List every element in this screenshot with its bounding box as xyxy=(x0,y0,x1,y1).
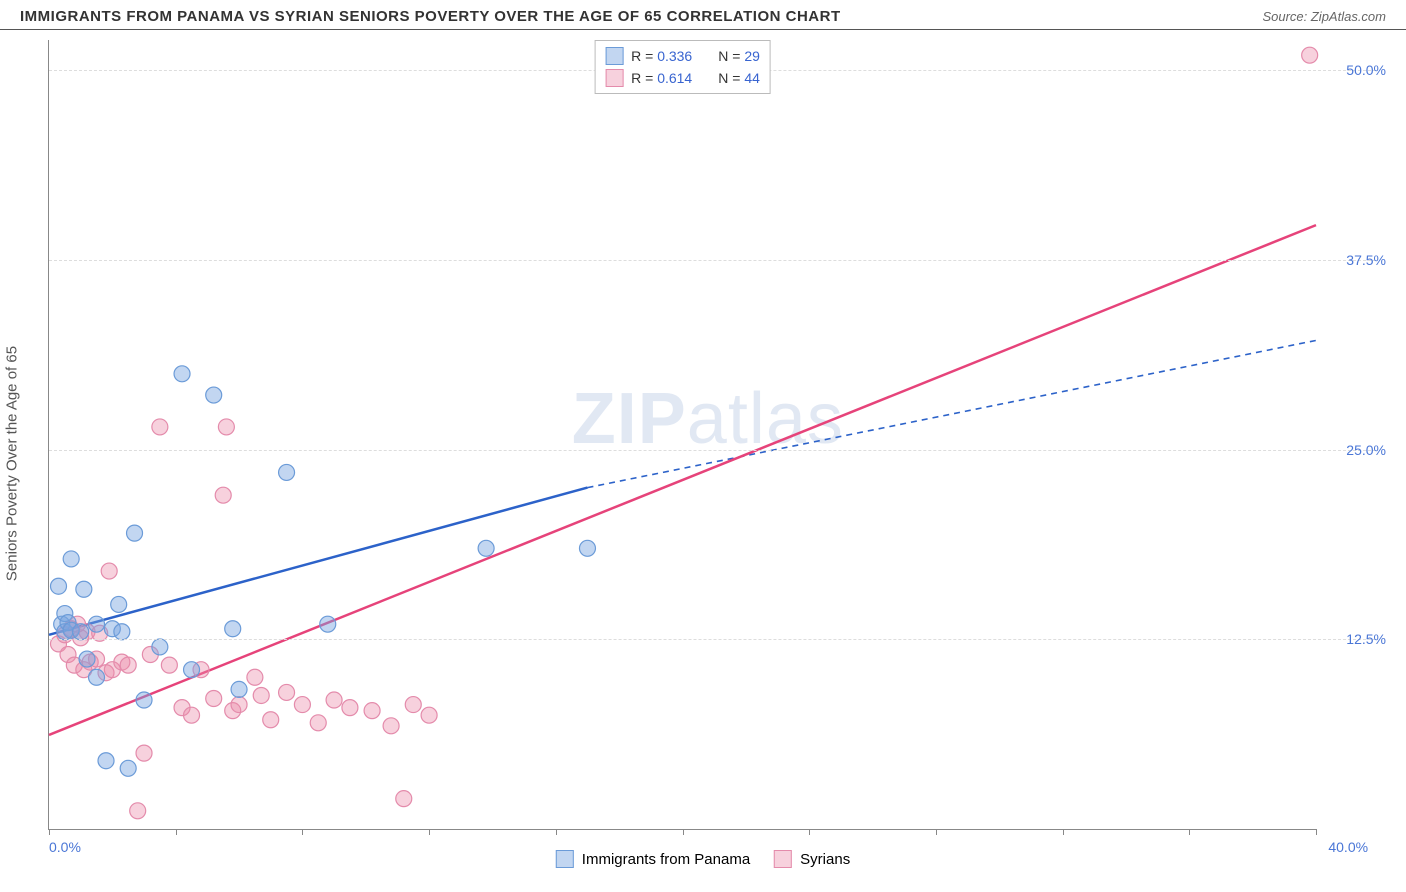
data-point-panama xyxy=(478,540,494,556)
chart-area: Seniors Poverty Over the Age of 65 R = 0… xyxy=(0,30,1406,880)
swatch-panama xyxy=(605,47,623,65)
chart-header: IMMIGRANTS FROM PANAMA VS SYRIAN SENIORS… xyxy=(0,0,1406,30)
x-tick xyxy=(1189,829,1190,835)
swatch-syrians xyxy=(605,69,623,87)
data-point-panama xyxy=(79,651,95,667)
legend-item-syrians: Syrians xyxy=(774,850,850,868)
data-point-panama xyxy=(111,596,127,612)
data-point-panama xyxy=(98,753,114,769)
data-point-syrians xyxy=(101,563,117,579)
data-point-syrians xyxy=(279,684,295,700)
x-tick-label: 40.0% xyxy=(1328,839,1368,855)
data-point-syrians xyxy=(405,697,421,713)
data-point-panama xyxy=(152,639,168,655)
x-tick xyxy=(936,829,937,835)
data-point-syrians xyxy=(130,803,146,819)
data-point-panama xyxy=(120,760,136,776)
data-point-syrians xyxy=(383,718,399,734)
plot-svg xyxy=(49,40,1316,829)
data-point-syrians xyxy=(206,691,222,707)
x-tick xyxy=(176,829,177,835)
data-point-panama xyxy=(51,578,67,594)
x-tick xyxy=(302,829,303,835)
gridline-h xyxy=(49,450,1376,451)
y-tick-label: 12.5% xyxy=(1346,631,1386,647)
legend-item-panama: Immigrants from Panama xyxy=(556,850,750,868)
gridline-h xyxy=(49,639,1376,640)
data-point-syrians xyxy=(364,703,380,719)
x-tick xyxy=(683,829,684,835)
data-point-panama xyxy=(114,624,130,640)
data-point-panama xyxy=(89,616,105,632)
data-point-syrians xyxy=(247,669,263,685)
data-point-syrians xyxy=(231,697,247,713)
legend-row-panama: R = 0.336 N = 29 xyxy=(605,45,760,67)
legend-row-syrians: R = 0.614 N = 44 xyxy=(605,67,760,89)
data-point-panama xyxy=(127,525,143,541)
data-point-syrians xyxy=(184,707,200,723)
chart-source: Source: ZipAtlas.com xyxy=(1262,9,1386,24)
data-point-panama xyxy=(320,616,336,632)
n-label-syrians: N = 44 xyxy=(718,70,760,86)
plot-region: R = 0.336 N = 29 R = 0.614 N = 44 ZIPatl… xyxy=(48,40,1316,830)
data-point-syrians xyxy=(215,487,231,503)
legend-label-panama: Immigrants from Panama xyxy=(582,851,750,868)
data-point-syrians xyxy=(421,707,437,723)
trend-line-syrians xyxy=(49,225,1316,735)
data-point-syrians xyxy=(218,419,234,435)
x-tick xyxy=(556,829,557,835)
y-tick-label: 37.5% xyxy=(1346,252,1386,268)
swatch-syrians-bottom xyxy=(774,850,792,868)
x-tick-label: 0.0% xyxy=(49,839,81,855)
series-legend: Immigrants from Panama Syrians xyxy=(556,850,850,868)
r-label-syrians: R = 0.614 xyxy=(631,70,692,86)
y-tick-label: 25.0% xyxy=(1346,442,1386,458)
data-point-panama xyxy=(206,387,222,403)
trend-line-panama xyxy=(49,488,587,635)
data-point-syrians xyxy=(1302,47,1318,63)
data-point-syrians xyxy=(294,697,310,713)
y-axis-label: Seniors Poverty Over the Age of 65 xyxy=(4,346,21,581)
trend-line-dashed-panama xyxy=(587,340,1316,487)
data-point-panama xyxy=(184,662,200,678)
data-point-syrians xyxy=(396,791,412,807)
data-point-syrians xyxy=(326,692,342,708)
y-tick-label: 50.0% xyxy=(1346,62,1386,78)
r-label-panama: R = 0.336 xyxy=(631,48,692,64)
data-point-panama xyxy=(76,581,92,597)
n-label-panama: N = 29 xyxy=(718,48,760,64)
x-tick xyxy=(1063,829,1064,835)
x-tick xyxy=(1316,829,1317,835)
data-point-panama xyxy=(73,624,89,640)
data-point-syrians xyxy=(342,700,358,716)
data-point-panama xyxy=(225,621,241,637)
data-point-panama xyxy=(89,669,105,685)
data-point-panama xyxy=(174,366,190,382)
data-point-syrians xyxy=(263,712,279,728)
chart-title: IMMIGRANTS FROM PANAMA VS SYRIAN SENIORS… xyxy=(20,8,841,25)
data-point-syrians xyxy=(136,745,152,761)
data-point-panama xyxy=(579,540,595,556)
data-point-syrians xyxy=(152,419,168,435)
x-tick xyxy=(809,829,810,835)
data-point-panama xyxy=(136,692,152,708)
x-tick xyxy=(49,829,50,835)
legend-label-syrians: Syrians xyxy=(800,851,850,868)
data-point-syrians xyxy=(253,687,269,703)
x-tick xyxy=(429,829,430,835)
data-point-syrians xyxy=(161,657,177,673)
swatch-panama-bottom xyxy=(556,850,574,868)
data-point-syrians xyxy=(120,657,136,673)
data-point-panama xyxy=(63,551,79,567)
data-point-panama xyxy=(231,681,247,697)
correlation-legend: R = 0.336 N = 29 R = 0.614 N = 44 xyxy=(594,40,771,94)
data-point-panama xyxy=(279,464,295,480)
gridline-h xyxy=(49,260,1376,261)
data-point-syrians xyxy=(310,715,326,731)
